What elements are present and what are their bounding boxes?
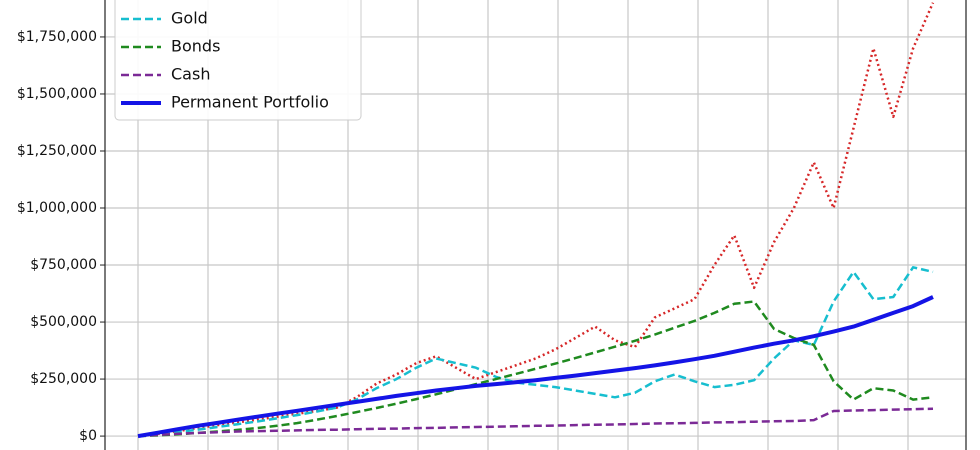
series-line <box>137 407 934 438</box>
legend-label: Bonds <box>171 37 220 56</box>
y-tick-label: $1,500,000 <box>17 86 97 102</box>
legend-label: Permanent Portfolio <box>171 93 329 112</box>
y-tick-label: $250,000 <box>30 371 97 387</box>
y-tick-label: $1,250,000 <box>17 143 97 159</box>
y-tick-label: $500,000 <box>30 314 97 330</box>
legend-box <box>114 0 362 121</box>
lines <box>137 2 935 439</box>
plot-frame <box>104 0 967 450</box>
legend: Gold Bonds Cash Permanent Portfolio <box>114 0 362 121</box>
y-tick-label: $0 <box>79 428 97 444</box>
series-line <box>137 295 934 439</box>
y-tick-label: $1,750,000 <box>17 29 97 45</box>
legend-label: Cash <box>171 65 210 84</box>
series-line <box>137 266 934 438</box>
y-tick-label: $1,000,000 <box>17 200 97 216</box>
y-tick-label: $750,000 <box>30 257 97 273</box>
axes: $0 $250,000 $500,000 $750,000 $1,000,000 $1,2… <box>17 0 967 450</box>
series-line <box>137 2 935 438</box>
legend-label: Gold <box>171 9 208 28</box>
